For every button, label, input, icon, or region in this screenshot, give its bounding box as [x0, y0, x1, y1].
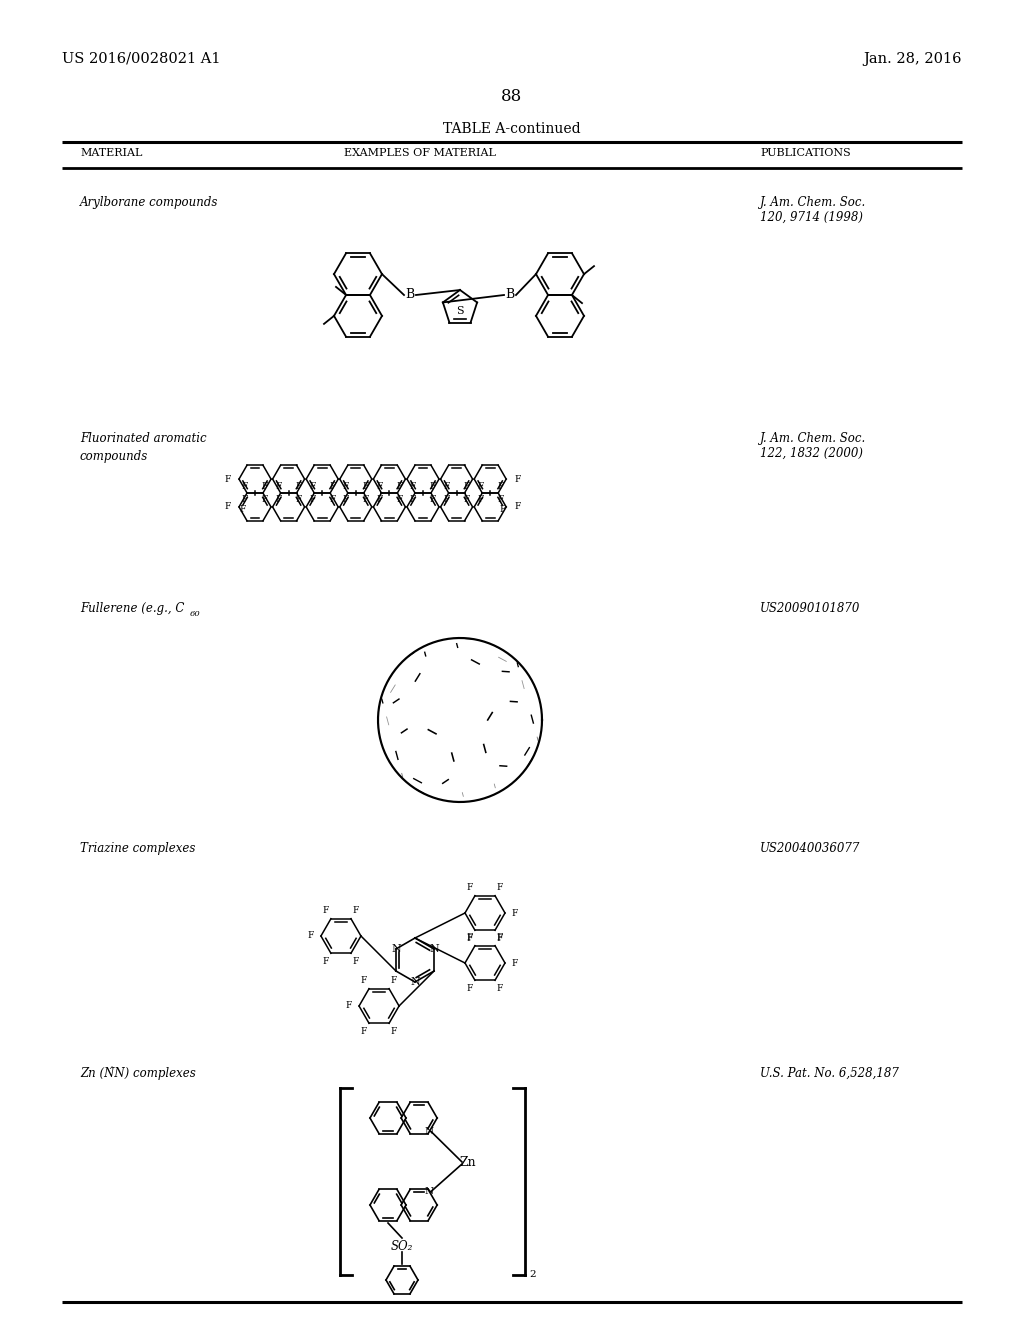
- Text: F: F: [360, 1027, 368, 1036]
- Text: US20090101870: US20090101870: [760, 602, 860, 615]
- Text: F: F: [242, 482, 248, 491]
- Text: F: F: [430, 482, 436, 491]
- Text: F: F: [497, 482, 504, 491]
- Text: F: F: [464, 482, 470, 491]
- Text: F: F: [352, 906, 359, 915]
- Text: F: F: [224, 475, 231, 483]
- Text: N: N: [429, 944, 439, 954]
- Text: F: F: [467, 935, 473, 944]
- Text: F: F: [295, 495, 302, 504]
- Text: F: F: [376, 482, 383, 491]
- Text: F: F: [467, 985, 473, 994]
- Text: F: F: [240, 506, 246, 513]
- Text: F: F: [309, 495, 315, 504]
- Text: F: F: [323, 906, 329, 915]
- Text: J. Am. Chem. Soc.
122, 1832 (2000): J. Am. Chem. Soc. 122, 1832 (2000): [760, 432, 866, 459]
- Text: S: S: [456, 306, 464, 317]
- Text: F: F: [352, 957, 359, 966]
- Text: 60: 60: [190, 610, 201, 618]
- Text: F: F: [323, 957, 329, 966]
- Text: F: F: [477, 482, 483, 491]
- Text: F: F: [376, 495, 383, 504]
- Text: F: F: [346, 1002, 352, 1011]
- Text: F: F: [467, 932, 473, 941]
- Text: F: F: [512, 958, 518, 968]
- Text: F: F: [308, 932, 314, 940]
- Text: Triazine complexes: Triazine complexes: [80, 842, 196, 855]
- Text: F: F: [410, 495, 416, 504]
- Text: J. Am. Chem. Soc.
120, 9714 (1998): J. Am. Chem. Soc. 120, 9714 (1998): [760, 195, 866, 224]
- Text: F: F: [224, 503, 231, 511]
- Text: F: F: [275, 482, 282, 491]
- Text: F: F: [275, 495, 282, 504]
- Text: F: F: [430, 495, 436, 504]
- Text: F: F: [309, 482, 315, 491]
- Text: F: F: [262, 495, 268, 504]
- Text: Arylborane compounds: Arylborane compounds: [80, 195, 218, 209]
- Text: F: F: [497, 985, 503, 994]
- Text: B: B: [506, 289, 515, 301]
- Text: F: F: [360, 975, 368, 985]
- Text: F: F: [512, 908, 518, 917]
- Text: F: F: [396, 495, 402, 504]
- Text: US 2016/0028021 A1: US 2016/0028021 A1: [62, 51, 220, 66]
- Text: F: F: [443, 495, 450, 504]
- Text: Zn: Zn: [460, 1155, 476, 1168]
- Text: Fullerene (e.g., C: Fullerene (e.g., C: [80, 602, 184, 615]
- Text: MATERIAL: MATERIAL: [80, 148, 142, 158]
- Text: F: F: [497, 883, 503, 891]
- Text: TABLE A-continued: TABLE A-continued: [443, 121, 581, 136]
- Text: EXAMPLES OF MATERIAL: EXAMPLES OF MATERIAL: [344, 148, 496, 158]
- Text: F: F: [477, 495, 483, 504]
- Text: F: F: [464, 495, 470, 504]
- Text: Jan. 28, 2016: Jan. 28, 2016: [863, 51, 962, 66]
- Text: N: N: [411, 977, 420, 987]
- Text: SO₂: SO₂: [391, 1239, 414, 1253]
- Text: 88: 88: [502, 88, 522, 106]
- Text: F: F: [514, 475, 520, 483]
- Text: F: F: [514, 503, 520, 511]
- Text: F: F: [329, 482, 336, 491]
- Text: F: F: [497, 932, 503, 941]
- Text: U.S. Pat. No. 6,528,187: U.S. Pat. No. 6,528,187: [760, 1067, 899, 1080]
- Text: F: F: [443, 482, 450, 491]
- Text: F: F: [497, 495, 504, 504]
- Text: F: F: [362, 495, 369, 504]
- Text: F: F: [362, 482, 369, 491]
- Text: US20040036077: US20040036077: [760, 842, 860, 855]
- Text: F: F: [467, 883, 473, 891]
- Text: F: F: [497, 935, 503, 944]
- Text: F: F: [295, 482, 302, 491]
- Text: F: F: [410, 482, 416, 491]
- Text: Zn (N̂N) complexes: Zn (N̂N) complexes: [80, 1067, 196, 1081]
- Text: N: N: [391, 944, 400, 954]
- Text: compounds: compounds: [80, 450, 148, 463]
- Text: Fluorinated aromatic: Fluorinated aromatic: [80, 432, 207, 445]
- Text: F: F: [499, 506, 506, 513]
- Text: F: F: [396, 482, 402, 491]
- Text: F: F: [343, 482, 349, 491]
- Text: F: F: [242, 495, 248, 504]
- Text: F: F: [391, 975, 397, 985]
- Text: 2: 2: [529, 1270, 536, 1279]
- Text: F: F: [343, 495, 349, 504]
- Text: N: N: [425, 1127, 434, 1137]
- Text: F: F: [391, 1027, 397, 1036]
- Text: B: B: [406, 289, 415, 301]
- Text: F: F: [329, 495, 336, 504]
- Text: N: N: [425, 1187, 434, 1196]
- Text: PUBLICATIONS: PUBLICATIONS: [760, 148, 851, 158]
- Text: F: F: [262, 482, 268, 491]
